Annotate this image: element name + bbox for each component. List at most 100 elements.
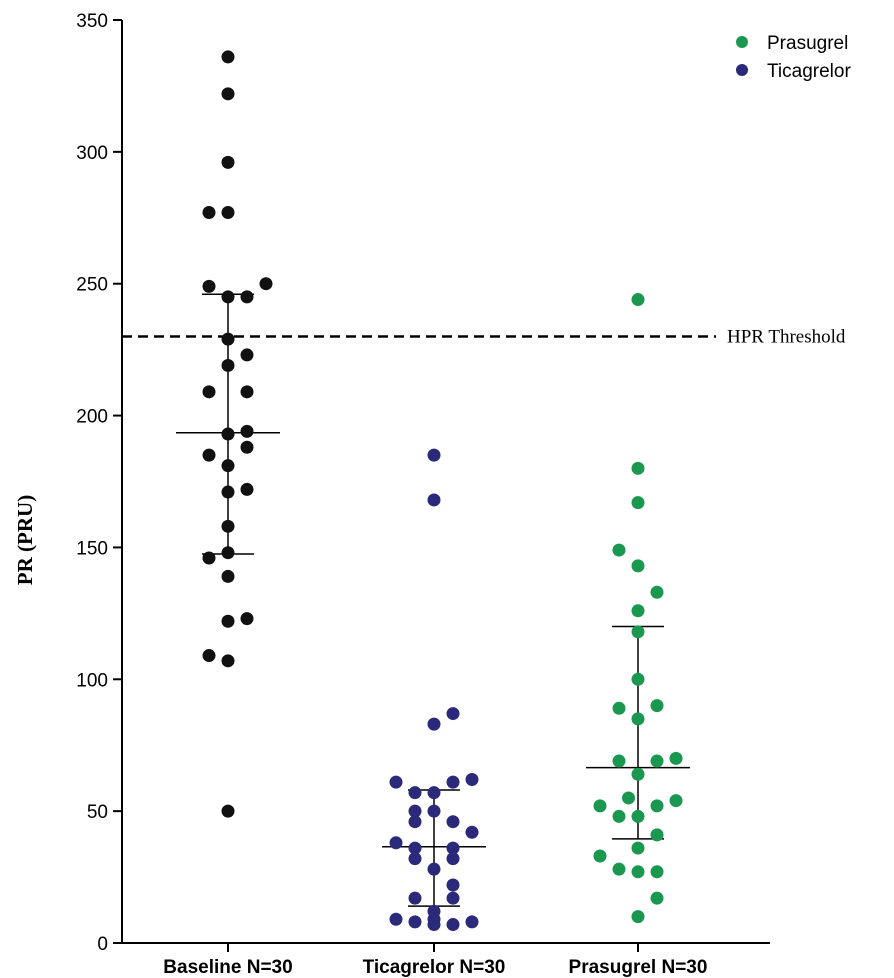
y-tick-label: 150: [76, 538, 108, 559]
data-point: [221, 569, 235, 583]
x-category-label: Prasugrel N=30: [569, 957, 708, 978]
data-point: [427, 717, 441, 731]
data-point: [221, 155, 235, 169]
data-point: [240, 348, 254, 362]
data-point: [650, 754, 664, 768]
data-point: [389, 836, 403, 850]
y-tick-label: 50: [87, 802, 108, 823]
data-point: [240, 424, 254, 438]
data-point: [408, 891, 422, 905]
data-point: [221, 358, 235, 372]
data-point: [622, 791, 635, 805]
x-axis: Baseline N=30 Ticagrelor N=30 Prasugrel N=…: [122, 942, 770, 978]
data-point: [408, 915, 422, 929]
data-point: [446, 852, 460, 866]
data-point: [389, 775, 403, 789]
data-point: [631, 625, 645, 639]
data-point: [446, 878, 460, 892]
y-tick-label: 100: [76, 670, 108, 691]
data-point: [221, 206, 235, 220]
x-category-label: Baseline N=30: [163, 957, 292, 978]
data-point: [650, 865, 664, 879]
y-axis: 0 50 100 150 200 250 300 350: [76, 11, 123, 955]
series-2: [389, 448, 479, 932]
data-point: [650, 891, 664, 905]
data-point: [669, 751, 683, 765]
data-point: [631, 604, 645, 618]
y-tick-label: 350: [76, 11, 108, 32]
data-point: [427, 493, 441, 507]
data-point: [427, 448, 441, 462]
data-point: [631, 910, 645, 924]
data-point: [221, 546, 235, 560]
data-point: [221, 50, 235, 64]
data-point: [669, 794, 683, 808]
data-point: [202, 279, 216, 293]
data-point: [240, 440, 254, 454]
data-point: [221, 87, 235, 101]
series-3: [593, 293, 683, 924]
data-point: [631, 293, 645, 307]
data-point: [593, 849, 607, 863]
data-point: [259, 277, 273, 291]
y-tick-label: 200: [76, 407, 108, 428]
data-point: [221, 332, 235, 346]
data-point: [221, 485, 235, 499]
data-point: [631, 712, 645, 726]
data-point: [612, 809, 626, 823]
legend-marker: [736, 36, 748, 48]
data-point: [240, 385, 254, 399]
series-1: [202, 50, 273, 818]
data-point: [221, 290, 235, 304]
data-point: [650, 799, 664, 813]
data-point: [427, 862, 441, 876]
data-point: [446, 775, 460, 789]
data-point: [408, 841, 422, 855]
data-point: [650, 828, 664, 842]
legend-marker: [736, 64, 748, 76]
data-point: [202, 385, 216, 399]
data-point: [631, 767, 645, 781]
threshold-label: HPR Threshold: [727, 326, 846, 347]
data-point: [631, 559, 645, 573]
data-point: [408, 786, 422, 800]
data-point: [202, 649, 216, 663]
data-point: [446, 891, 460, 905]
data-point: [221, 804, 235, 818]
data-point: [427, 786, 441, 800]
data-point: [389, 912, 403, 926]
data-point: [221, 614, 235, 628]
y-axis-label: PR (PRU): [13, 495, 37, 585]
data-point: [427, 804, 441, 818]
data-point: [408, 804, 422, 818]
data-point: [240, 290, 254, 304]
data-point: [631, 461, 645, 475]
data-points: [202, 50, 683, 932]
data-point: [446, 918, 460, 932]
data-point: [221, 654, 235, 668]
data-point: [612, 862, 626, 876]
data-point: [446, 841, 460, 855]
legend-label: Ticagrelor: [767, 61, 851, 82]
data-point: [631, 809, 645, 823]
data-point: [593, 799, 607, 813]
x-category-label: Ticagrelor N=30: [363, 957, 506, 978]
data-point: [202, 206, 216, 220]
y-tick-label: 250: [76, 275, 108, 296]
data-point: [240, 612, 254, 626]
data-point: [631, 841, 645, 855]
data-point: [202, 448, 216, 462]
data-point: [612, 754, 626, 768]
data-point: [221, 459, 235, 473]
legend-label: Prasugrel: [767, 33, 848, 54]
hpr-threshold: HPR Threshold: [122, 326, 846, 347]
data-point: [446, 707, 460, 721]
data-point: [631, 865, 645, 879]
data-point: [465, 772, 479, 786]
y-tick-label: 300: [76, 143, 108, 164]
legend: Prasugrel Ticagrelor: [736, 33, 851, 82]
data-point: [631, 496, 645, 510]
data-point: [240, 482, 254, 496]
data-point: [650, 699, 664, 713]
